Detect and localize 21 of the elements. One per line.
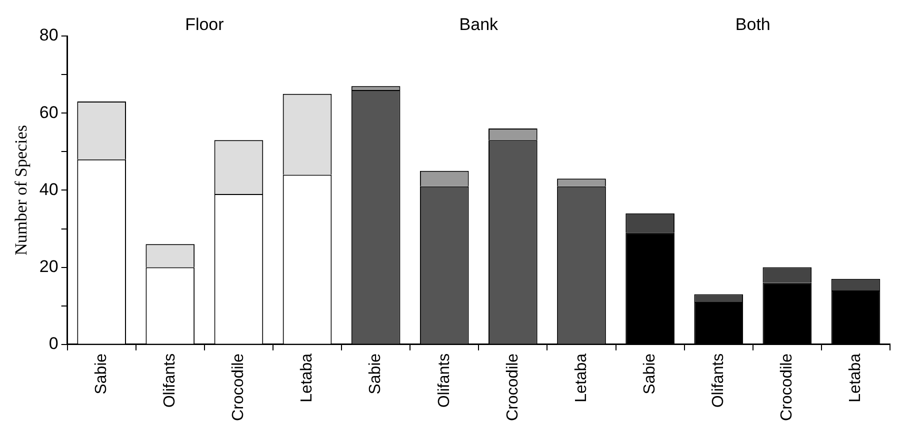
- text: Floor: [185, 15, 224, 34]
- y-tick-label: 40: [39, 180, 58, 199]
- y-tick-label: 0: [48, 334, 58, 354]
- text: Both: [735, 15, 770, 34]
- text: Bank: [459, 15, 499, 34]
- x-tick-label: Sabie: [367, 353, 384, 394]
- y-tick-label: 20: [39, 257, 58, 276]
- y-tick-label: 80: [39, 26, 58, 45]
- x-tick-label: Sabie: [92, 353, 110, 394]
- x-tick-label: Crocodile: [778, 353, 796, 422]
- x-tick-label: Olifants: [436, 353, 453, 408]
- x-tick-label: Letaba: [572, 353, 590, 402]
- y-tick-label: 60: [39, 102, 58, 122]
- x-tick-label: Letaba: [298, 353, 316, 402]
- x-tick-label: Crocodile: [230, 353, 248, 422]
- x-tick-label: Sabie: [641, 353, 658, 394]
- x-tick-label: Letaba: [847, 353, 864, 402]
- x-tick-label: Olifants: [710, 353, 728, 408]
- x-tick-label: Olifants: [162, 353, 179, 408]
- x-tick-label: Crocodile: [504, 353, 522, 422]
- y-axis-title: Number of Species: [12, 125, 31, 256]
